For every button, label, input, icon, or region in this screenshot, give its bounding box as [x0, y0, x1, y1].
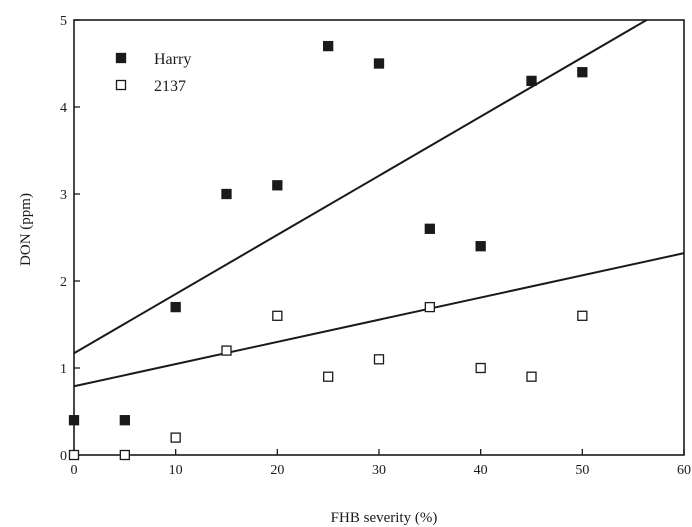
- harry-point: [323, 40, 334, 52]
- harry-point: [475, 241, 486, 252]
- x-tick-label: 0: [71, 463, 78, 478]
- harry-point: [373, 58, 385, 69]
- y-axis-ticks: 0 1 2 3 4 5: [60, 14, 80, 464]
- y-tick-label: 2: [60, 275, 67, 290]
- x-tick-label: 10: [169, 463, 183, 478]
- y-tick-label: 0: [60, 449, 67, 464]
- 2137-point: [373, 354, 385, 365]
- 2137-point: [526, 371, 537, 382]
- legend-label-2137: 2137: [154, 78, 186, 95]
- harry-point: [170, 301, 181, 313]
- harry-point: [221, 188, 232, 200]
- 2137-point: [119, 449, 130, 461]
- 2137-point: [323, 371, 334, 382]
- legend: Harry 2137: [115, 51, 191, 95]
- trendlines: [73, 19, 685, 388]
- harry-point: [272, 180, 283, 191]
- y-tick-label: 3: [60, 188, 67, 203]
- y-tick-label: 4: [60, 101, 67, 116]
- x-tick-label: 20: [270, 463, 284, 478]
- 2137-point: [221, 345, 232, 356]
- harry-point: [526, 75, 537, 87]
- 2137-point: [170, 432, 181, 443]
- harry-point: [119, 415, 130, 426]
- 2137-point: [424, 301, 435, 313]
- x-axis-ticks: 0 10 20 30 40 50 60: [71, 449, 691, 478]
- 2137-point: [272, 310, 283, 321]
- 2137-point: [475, 362, 486, 374]
- harry-point: [577, 67, 588, 78]
- x-tick-label: 50: [575, 463, 589, 478]
- y-axis-title: DON (ppm): [18, 193, 34, 266]
- legend-marker-harry: [115, 52, 127, 64]
- data-points: [68, 40, 588, 461]
- x-axis-title: FHB severity (%): [331, 510, 438, 526]
- legend-label-harry: Harry: [154, 51, 191, 68]
- harry-point: [68, 415, 80, 426]
- trendline-harry: [73, 19, 648, 355]
- legend-marker-2137: [115, 79, 127, 91]
- x-tick-label: 30: [372, 463, 386, 478]
- x-tick-label: 60: [677, 463, 691, 478]
- y-tick-label: 1: [60, 362, 67, 377]
- x-tick-label: 40: [474, 463, 488, 478]
- 2137-point: [68, 449, 80, 461]
- y-tick-label: 5: [60, 14, 67, 29]
- trendline-2137: [73, 252, 685, 388]
- harry-point: [424, 223, 435, 234]
- 2137-point: [577, 310, 588, 321]
